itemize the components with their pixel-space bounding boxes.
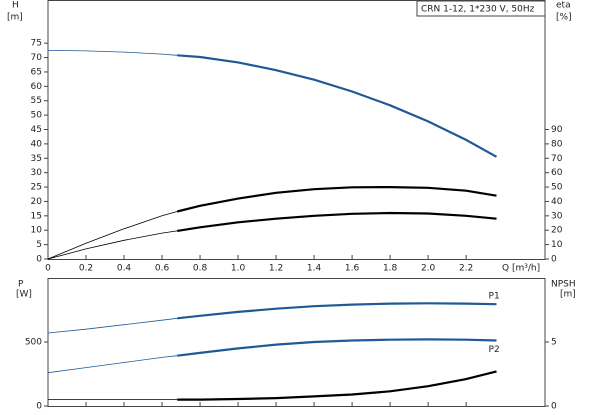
y-tick-label: 55 <box>31 96 42 106</box>
curve-bold <box>176 185 497 213</box>
y-tick-label: 30 <box>31 168 43 178</box>
x-label: Q [m³/h] <box>502 264 540 274</box>
y-tick-label: 25 <box>31 183 42 193</box>
x-tick-label: 1.4 <box>307 264 322 274</box>
y2-tick-label: 80 <box>551 139 563 149</box>
y-tick-label: 45 <box>31 125 42 135</box>
curve-thin <box>47 355 178 374</box>
y-label: H <box>12 1 19 11</box>
y-tick-label: 60 <box>31 82 43 92</box>
y2-tick-label: 30 <box>551 211 563 221</box>
y2-tick-label: 10 <box>551 240 563 250</box>
x-tick-label: 0.2 <box>79 264 93 274</box>
y-tick-label: 0 <box>36 402 42 412</box>
curve-bold <box>177 338 497 357</box>
y2-tick-label: 50 <box>551 183 563 193</box>
x-tick-label: 0.6 <box>155 264 170 274</box>
series-label: P2 <box>489 345 500 355</box>
x-tick-label: 1.2 <box>269 264 283 274</box>
plot-frame <box>47 0 546 260</box>
x-tick-label: 1.0 <box>231 264 246 274</box>
y-tick-label: 20 <box>31 197 43 207</box>
y2-unit: [%] <box>556 13 572 23</box>
curve-bold <box>177 54 498 158</box>
series-label: P1 <box>489 292 500 302</box>
y-tick-label: 35 <box>31 154 42 164</box>
y2-tick-label: 90 <box>551 125 563 135</box>
curve-bold <box>177 302 497 320</box>
curve-thin <box>47 230 178 260</box>
y-tick-label: 5 <box>36 240 42 250</box>
y-tick-label: 15 <box>31 211 42 221</box>
y-label: P <box>18 280 24 290</box>
curve-thin <box>47 211 178 260</box>
x-tick-label: 2.2 <box>459 264 473 274</box>
y-tick-label: 0 <box>36 255 42 265</box>
y2-tick-label: 40 <box>551 197 563 207</box>
curve-bold <box>177 211 497 232</box>
curve-thin <box>47 50 178 56</box>
y2-tick-label: 70 <box>551 154 563 164</box>
y2-tick-label: 0 <box>551 255 557 265</box>
curve-thin <box>47 317 178 334</box>
x-tick-label: 1.6 <box>345 264 360 274</box>
y-tick-label: 500 <box>25 338 42 348</box>
x-tick-label: 0.4 <box>117 264 132 274</box>
x-tick-label: 0.8 <box>193 264 208 274</box>
x-tick-label: 1.8 <box>383 264 398 274</box>
y-tick-label: 10 <box>31 226 43 236</box>
y2-tick-label: 20 <box>551 226 563 236</box>
y2-label: eta <box>556 1 571 11</box>
y-tick-label: 65 <box>31 67 42 77</box>
curve-bold <box>177 370 497 401</box>
annotation: CRN 1-12, 1*230 V, 50Hz <box>421 5 535 15</box>
y-tick-label: 40 <box>31 139 43 149</box>
y2-unit: [m] <box>560 290 576 300</box>
x-tick-label: 2.0 <box>421 264 436 274</box>
x-tick-label: 0 <box>45 264 51 274</box>
y-tick-label: 50 <box>31 111 43 121</box>
y2-label: NPSH <box>551 280 576 290</box>
y2-tick-label: 5 <box>551 338 557 348</box>
y2-tick-label: 60 <box>551 168 563 178</box>
y-tick-label: 70 <box>31 53 43 63</box>
y-unit: [W] <box>16 290 32 300</box>
y-tick-label: 75 <box>31 39 42 49</box>
y-unit: [m] <box>7 13 23 23</box>
y2-tick-label: 0 <box>551 402 557 412</box>
